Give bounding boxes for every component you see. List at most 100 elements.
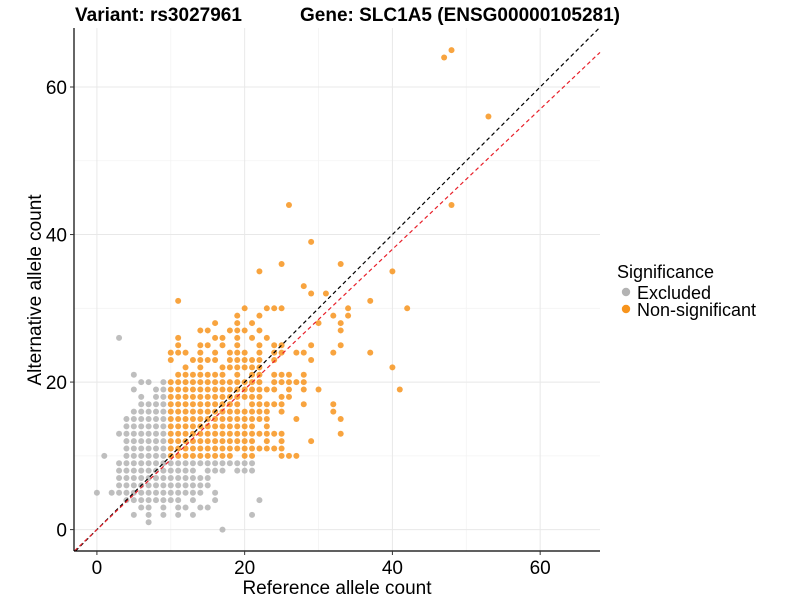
data-point (182, 401, 189, 408)
data-point (226, 423, 233, 430)
data-point (189, 474, 196, 481)
data-point (241, 305, 248, 312)
data-point (130, 408, 137, 415)
data-point (189, 467, 196, 474)
data-point (249, 408, 256, 415)
data-point (167, 415, 174, 422)
data-point (204, 445, 211, 452)
data-point (160, 379, 167, 386)
data-point (145, 504, 152, 511)
legend-key-non-significant (621, 304, 631, 314)
data-point (308, 238, 315, 245)
data-point (249, 452, 256, 459)
data-point (278, 401, 285, 408)
data-point (234, 438, 241, 445)
data-point (189, 489, 196, 496)
data-point (175, 467, 182, 474)
data-point (160, 504, 167, 511)
data-point (197, 342, 204, 349)
data-point (130, 386, 137, 393)
data-point (219, 423, 226, 430)
data-point (130, 438, 137, 445)
data-point (212, 349, 219, 356)
data-point (219, 371, 226, 378)
data-point (167, 386, 174, 393)
data-point (197, 482, 204, 489)
legend-title: Significance (617, 262, 714, 282)
data-point (212, 415, 219, 422)
data-point (175, 482, 182, 489)
data-point (189, 460, 196, 467)
data-point (234, 356, 241, 363)
legend-label-non-significant: Non-significant (637, 300, 756, 320)
data-point (138, 408, 145, 415)
data-point (116, 474, 123, 481)
data-point (404, 305, 411, 312)
data-point (138, 467, 145, 474)
data-point (212, 401, 219, 408)
data-point (182, 452, 189, 459)
data-point (130, 423, 137, 430)
data-point (145, 489, 152, 496)
data-point (278, 379, 285, 386)
data-point (278, 349, 285, 356)
data-point (212, 489, 219, 496)
data-point (189, 379, 196, 386)
data-point (130, 371, 137, 378)
data-point (249, 334, 256, 341)
data-point (263, 415, 270, 422)
data-point (145, 430, 152, 437)
data-point (145, 460, 152, 467)
data-point (93, 489, 100, 496)
data-point (256, 379, 263, 386)
x-axis-ticks: 0 20 40 60 (92, 551, 551, 579)
grid-lines (74, 28, 600, 551)
data-point (182, 489, 189, 496)
data-point (167, 408, 174, 415)
data-point (293, 452, 300, 459)
data-point (337, 430, 344, 437)
data-point (153, 445, 160, 452)
data-point (256, 349, 263, 356)
data-point (204, 482, 211, 489)
data-point (160, 489, 167, 496)
data-point (182, 460, 189, 467)
data-point (226, 452, 233, 459)
data-point (293, 415, 300, 422)
data-point (175, 401, 182, 408)
data-point (285, 379, 292, 386)
data-point (175, 297, 182, 304)
data-point (278, 408, 285, 415)
data-point (226, 460, 233, 467)
data-point (448, 202, 455, 209)
data-point (219, 379, 226, 386)
data-point (315, 320, 322, 327)
data-point (204, 438, 211, 445)
data-point (204, 460, 211, 467)
data-point (234, 327, 241, 334)
data-point (160, 386, 167, 393)
data-point (153, 438, 160, 445)
data-point (197, 408, 204, 415)
data-point (130, 445, 137, 452)
data-point (345, 305, 352, 312)
data-point (263, 386, 270, 393)
data-point (130, 474, 137, 481)
data-point (145, 401, 152, 408)
data-point (256, 401, 263, 408)
data-point (160, 415, 167, 422)
data-point (256, 342, 263, 349)
data-point (145, 438, 152, 445)
data-point (234, 445, 241, 452)
data-point (197, 379, 204, 386)
data-point (249, 438, 256, 445)
data-point (175, 504, 182, 511)
x-tick-label: 60 (530, 558, 551, 579)
data-point (116, 430, 123, 437)
data-point (389, 268, 396, 275)
data-point (167, 423, 174, 430)
data-point (241, 327, 248, 334)
data-point (389, 364, 396, 371)
data-point (226, 379, 233, 386)
data-point (212, 393, 219, 400)
